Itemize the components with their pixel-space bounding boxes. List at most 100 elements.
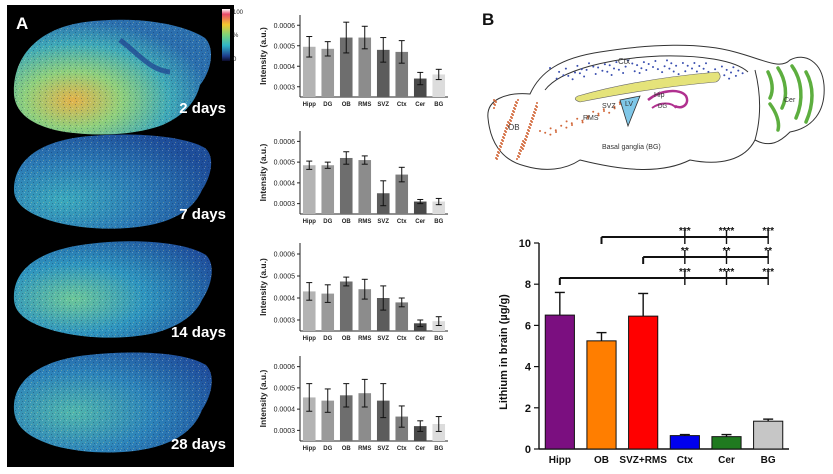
- diagram-label-ob: OB: [508, 123, 520, 132]
- cortex-dot: [578, 72, 581, 75]
- rms-dot: [554, 129, 557, 132]
- cortex-dot: [624, 65, 627, 68]
- cortex-dot: [636, 64, 639, 67]
- y-tick-label: 4: [525, 362, 532, 374]
- olfactory-bulb-dot: [499, 149, 501, 151]
- x-tick-label: BG: [434, 102, 443, 108]
- olfactory-bulb-dot: [504, 134, 506, 136]
- x-tick-label: Ctx: [397, 102, 407, 108]
- significance-label: ***: [679, 267, 691, 278]
- x-tick-label: Ctx: [677, 455, 694, 466]
- cortex-dot: [668, 67, 671, 70]
- cortex-dot: [670, 62, 673, 65]
- olfactory-bulb-dot: [512, 114, 514, 116]
- x-tick-label: SVZ+RMS: [619, 455, 667, 466]
- olfactory-bulb-dot: [515, 105, 517, 107]
- rms-dot: [602, 108, 605, 111]
- rms-dot: [586, 115, 589, 118]
- colorbar-min-label: 0: [233, 57, 237, 63]
- x-tick-label: Ctx: [397, 336, 407, 342]
- significance-label: ***: [762, 267, 774, 278]
- lateral-ventricle: [619, 95, 641, 128]
- cortex-dot: [558, 70, 561, 73]
- bar: [395, 416, 409, 441]
- cortex-dot: [693, 62, 696, 64]
- brain-tissue-texture: [13, 352, 212, 453]
- olfactory-bulb-dot: [493, 107, 495, 109]
- y-axis-label: Intensity (a.u.): [258, 258, 268, 316]
- olfactory-bulb-dot: [528, 130, 530, 132]
- olfactory-bulb-dot: [536, 106, 538, 108]
- bar: [358, 289, 372, 331]
- significance-label: ***: [762, 226, 774, 237]
- olfactory-bulb-dot: [526, 136, 528, 138]
- x-tick-label: Cer: [415, 219, 426, 225]
- olfactory-bulb-dot: [506, 128, 508, 130]
- olfactory-bulb-dot: [535, 109, 537, 111]
- olfactory-bulb-dot: [525, 139, 527, 141]
- bar: [413, 201, 427, 214]
- x-tick-label: OB: [342, 446, 352, 452]
- bar: [302, 46, 316, 97]
- x-tick-label: Ctx: [397, 219, 407, 225]
- rms-dot: [549, 133, 552, 136]
- y-tick-label: 0.0004: [274, 407, 296, 414]
- rms-dot: [544, 131, 547, 134]
- y-tick-label: 2: [525, 403, 531, 415]
- cerebellum-arbor: [766, 64, 814, 132]
- olfactory-bulb-dot: [509, 123, 511, 125]
- brain-diagram: Ctx OB RMS SVZ LV Hip DG Basal ganglia (…: [487, 44, 825, 170]
- olfactory-bulb-dot: [516, 158, 518, 160]
- olfactory-bulb-dot: [524, 142, 526, 144]
- brain-image-label: 28 days: [171, 436, 226, 453]
- y-tick-label: 0.0004: [274, 180, 296, 187]
- bar: [339, 395, 353, 441]
- cortex-dot: [610, 74, 613, 76]
- significance-label: **: [764, 246, 772, 257]
- cortex-dot: [663, 65, 666, 68]
- bar: [358, 393, 372, 441]
- lithium-chart: 0 2 4 6 8 10 Lithium in brain (µg/g) Hipp OB SVZ+…: [498, 226, 789, 466]
- brain-image-14-days: 14 days: [13, 241, 226, 341]
- panel-a-label: A: [16, 14, 28, 33]
- cortex-dot: [638, 72, 641, 74]
- cortex-dot: [645, 69, 648, 71]
- cortex-dot: [633, 70, 636, 73]
- y-tick-label: 0.0006: [274, 23, 296, 30]
- olfactory-bulb-dot: [511, 117, 513, 119]
- brain-image-label: 7 days: [179, 206, 226, 223]
- cortex-dot: [615, 61, 618, 64]
- bar: [432, 201, 446, 214]
- x-tick-label: Hipp: [303, 102, 317, 108]
- hippocampus-shape: [647, 89, 689, 109]
- y-axis-label: Intensity (a.u.): [258, 370, 268, 428]
- y-tick-label: 0.0005: [274, 160, 296, 167]
- x-tick-label: DG: [323, 446, 332, 452]
- cortex-dots: [549, 59, 744, 81]
- diagram-label-svz: SVZ: [602, 103, 616, 110]
- x-tick-label: Cer: [415, 446, 426, 452]
- rms-dot: [555, 131, 557, 133]
- olfactory-bulb-dot: [508, 126, 510, 128]
- cortex-dot: [741, 72, 744, 75]
- x-tick-label: RMS: [358, 102, 371, 108]
- bar: [321, 293, 335, 331]
- olfactory-bulb-dot: [530, 124, 532, 126]
- olfactory-bulb-dot: [513, 111, 515, 113]
- panel-b: B Ctx: [482, 10, 825, 170]
- y-tick-label: 0.0004: [274, 64, 296, 71]
- brain-image-label: 14 days: [171, 324, 226, 341]
- bar: [339, 281, 353, 331]
- bar: [302, 165, 316, 214]
- cortex-dot: [601, 69, 604, 72]
- bar: [432, 424, 446, 441]
- x-tick-label: RMS: [358, 219, 371, 225]
- bar: [339, 37, 353, 97]
- x-tick-label: BG: [434, 219, 443, 225]
- intensity-chart-2-days: 0.0003 0.0004 0.0005 0.0006 Intensity (a.u.)…: [258, 15, 448, 108]
- significance-label: ***: [679, 226, 691, 237]
- bar: [321, 165, 335, 214]
- y-axis-label: Intensity (a.u.): [258, 144, 268, 202]
- brain-image-2-days: 2 days: [13, 19, 226, 135]
- rms-dot: [560, 124, 563, 127]
